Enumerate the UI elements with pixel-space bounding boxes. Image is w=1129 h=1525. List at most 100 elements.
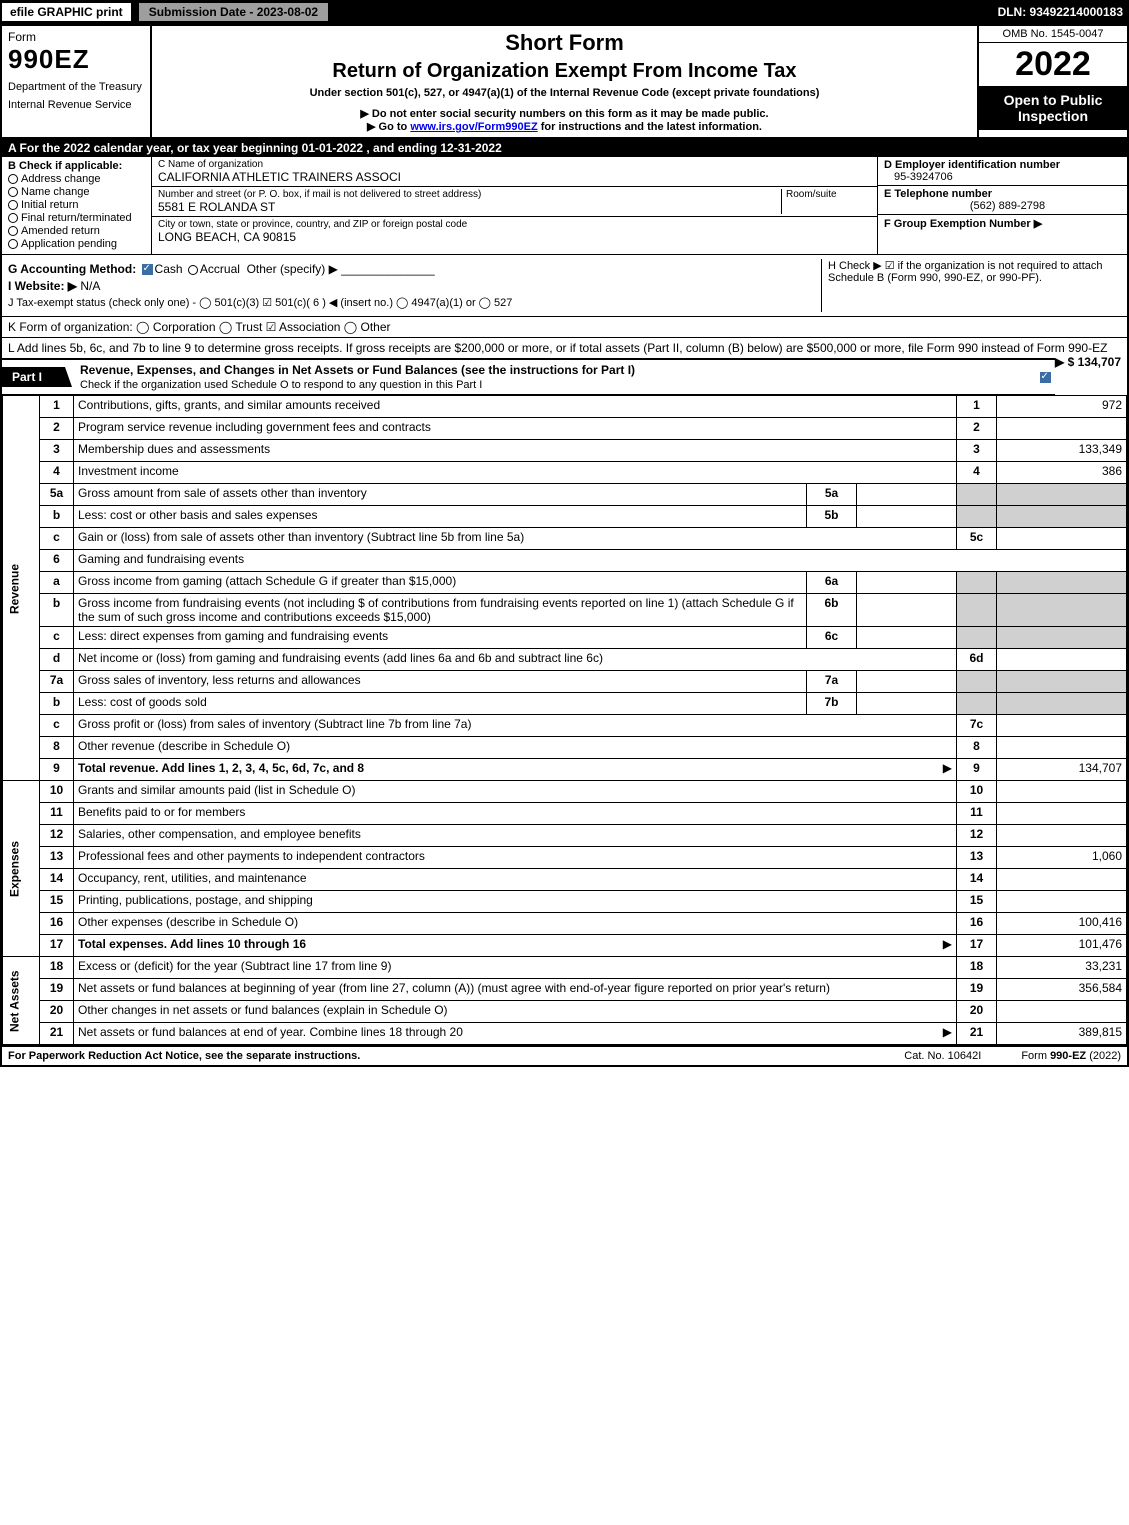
part1-check[interactable] — [1035, 370, 1055, 384]
chk-amended-return[interactable]: Amended return — [8, 225, 145, 237]
right-line-number: 7c — [957, 715, 997, 737]
amount-value — [997, 803, 1127, 825]
side-label: Revenue — [3, 396, 40, 781]
irs-link[interactable]: www.irs.gov/Form990EZ — [410, 121, 537, 133]
line-desc: Net assets or fund balances at beginning… — [74, 979, 957, 1001]
table-row: 4Investment income4386 — [3, 462, 1127, 484]
part1-table: Revenue1Contributions, gifts, grants, an… — [2, 395, 1127, 1045]
form-number: 990EZ — [8, 44, 144, 75]
right-line-number: 4 — [957, 462, 997, 484]
right-line-number: 3 — [957, 440, 997, 462]
line-desc: Occupancy, rent, utilities, and maintena… — [74, 869, 957, 891]
line-desc: Other revenue (describe in Schedule O) — [74, 737, 957, 759]
right-line-number: 2 — [957, 418, 997, 440]
table-row: 3Membership dues and assessments3133,349 — [3, 440, 1127, 462]
amount-value — [997, 1001, 1127, 1023]
subtitle-section: Under section 501(c), 527, or 4947(a)(1)… — [160, 87, 969, 99]
amount-shade — [997, 693, 1127, 715]
sub-line-value[interactable] — [857, 627, 957, 649]
table-row: 15Printing, publications, postage, and s… — [3, 891, 1127, 913]
sub-line-value[interactable] — [857, 484, 957, 506]
top-bar: efile GRAPHIC print Submission Date - 20… — [0, 0, 1129, 24]
right-num-shade — [957, 693, 997, 715]
col-DEF: D Employer identification number 95-3924… — [877, 157, 1127, 254]
submission-date: Submission Date - 2023-08-02 — [137, 1, 330, 23]
line-number: b — [40, 506, 74, 528]
header-middle: Short Form Return of Organization Exempt… — [152, 26, 977, 137]
C-room-label: Room/suite — [786, 189, 871, 200]
C-city-value: LONG BEACH, CA 90815 — [158, 230, 871, 244]
amount-value — [997, 891, 1127, 913]
right-num-shade — [957, 572, 997, 594]
sub-line-number: 5a — [807, 484, 857, 506]
sub-line-value[interactable] — [857, 594, 957, 627]
title-short-form: Short Form — [160, 30, 969, 56]
right-num-shade — [957, 594, 997, 627]
sub-line-number: 6a — [807, 572, 857, 594]
D-row: D Employer identification number 95-3924… — [878, 157, 1127, 186]
side-label: Expenses — [3, 781, 40, 957]
line-J: J Tax-exempt status (check only one) - ◯… — [8, 296, 821, 309]
table-row: 17Total expenses. Add lines 10 through 1… — [3, 935, 1127, 957]
line-number: 6 — [40, 550, 74, 572]
efile-label[interactable]: efile GRAPHIC print — [0, 1, 133, 23]
chk-final-return[interactable]: Final return/terminated — [8, 212, 145, 224]
sub-line-number: 7a — [807, 671, 857, 693]
chk-application-pending[interactable]: Application pending — [8, 238, 145, 250]
table-row: Net Assets18Excess or (deficit) for the … — [3, 957, 1127, 979]
footer-right: Form 990-EZ (2022) — [1021, 1050, 1121, 1062]
table-row: 9Total revenue. Add lines 1, 2, 3, 4, 5c… — [3, 759, 1127, 781]
C-city-label: City or town, state or province, country… — [158, 219, 871, 230]
table-row: 8Other revenue (describe in Schedule O)8 — [3, 737, 1127, 759]
chk-cash-icon[interactable] — [142, 264, 153, 275]
sub-line-value[interactable] — [857, 506, 957, 528]
header-right: OMB No. 1545-0047 2022 Open to Public In… — [977, 26, 1127, 137]
goto-pre: ▶ Go to — [367, 121, 410, 133]
chk-accrual-icon[interactable] — [188, 265, 198, 275]
line-desc: Other changes in net assets or fund bala… — [74, 1001, 957, 1023]
D-label: D Employer identification number — [884, 159, 1121, 171]
chk-address-change[interactable]: Address change — [8, 173, 145, 185]
line-desc: Total revenue. Add lines 1, 2, 3, 4, 5c,… — [74, 759, 957, 781]
C-street-value: 5581 E ROLANDA ST — [158, 200, 781, 214]
line-desc: Less: cost or other basis and sales expe… — [74, 506, 807, 528]
amount-value: 33,231 — [997, 957, 1127, 979]
right-line-number: 19 — [957, 979, 997, 1001]
line-desc: Membership dues and assessments — [74, 440, 957, 462]
table-row: 20Other changes in net assets or fund ba… — [3, 1001, 1127, 1023]
right-line-number: 10 — [957, 781, 997, 803]
table-row: 12Salaries, other compensation, and empl… — [3, 825, 1127, 847]
line-desc: Less: direct expenses from gaming and fu… — [74, 627, 807, 649]
table-row: 14Occupancy, rent, utilities, and mainte… — [3, 869, 1127, 891]
sub-line-value[interactable] — [857, 671, 957, 693]
title-return: Return of Organization Exempt From Incom… — [160, 60, 969, 83]
goto-post: for instructions and the latest informat… — [538, 121, 762, 133]
line-desc: Gross amount from sale of assets other t… — [74, 484, 807, 506]
dept-irs: Internal Revenue Service — [8, 99, 144, 111]
chk-name-change[interactable]: Name change — [8, 186, 145, 198]
right-line-number: 8 — [957, 737, 997, 759]
sub-line-value[interactable] — [857, 572, 957, 594]
chk-initial-return[interactable]: Initial return — [8, 199, 145, 211]
line-desc: Net income or (loss) from gaming and fun… — [74, 649, 957, 671]
sub-line-value[interactable] — [857, 693, 957, 715]
line-I: I Website: ▶ N/A — [8, 279, 821, 293]
line-number: 20 — [40, 1001, 74, 1023]
amount-value — [997, 649, 1127, 671]
line-number: 13 — [40, 847, 74, 869]
sub-line-number: 7b — [807, 693, 857, 715]
header-left: Form 990EZ Department of the Treasury In… — [2, 26, 152, 137]
table-row: 21Net assets or fund balances at end of … — [3, 1023, 1127, 1045]
amount-value — [997, 528, 1127, 550]
amount-value: 356,584 — [997, 979, 1127, 1001]
line-desc: Professional fees and other payments to … — [74, 847, 957, 869]
table-row: 7aGross sales of inventory, less returns… — [3, 671, 1127, 693]
line-desc: Excess or (deficit) for the year (Subtra… — [74, 957, 957, 979]
right-line-number: 14 — [957, 869, 997, 891]
table-row: Revenue1Contributions, gifts, grants, an… — [3, 396, 1127, 418]
col-C: C Name of organization CALIFORNIA ATHLET… — [152, 157, 877, 254]
right-line-number: 16 — [957, 913, 997, 935]
amount-shade — [997, 572, 1127, 594]
D-value: 95-3924706 — [884, 171, 1121, 183]
omb-number: OMB No. 1545-0047 — [979, 26, 1127, 43]
